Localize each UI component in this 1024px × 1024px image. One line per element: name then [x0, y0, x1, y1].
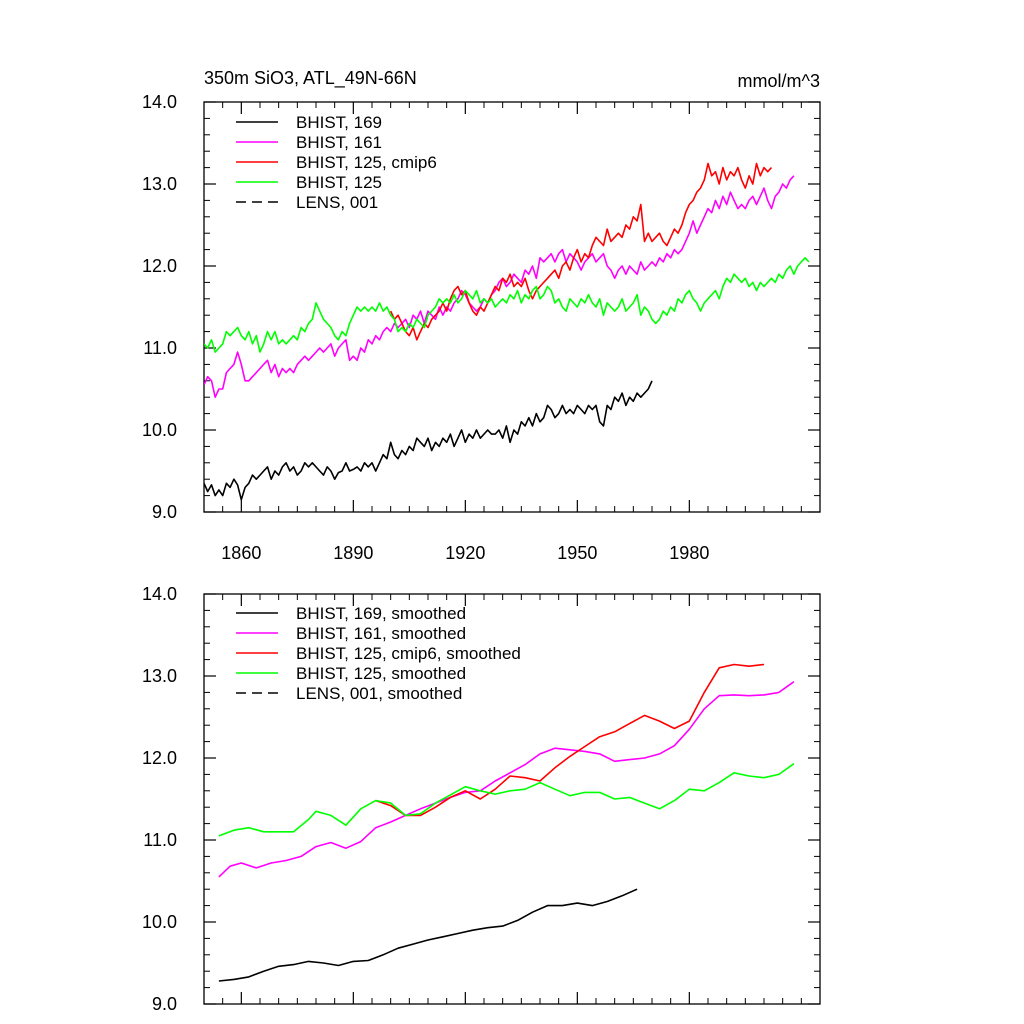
y-tick-label: 14.0 — [142, 92, 177, 112]
bottom-panel: 9.0 10.0 11.0 12.0 13.0 14.0 BHIST, 169, smoot… — [142, 584, 821, 1014]
legend-label: BHIST, 125, smoothed — [296, 664, 466, 683]
y-tick-label: 10.0 — [142, 912, 177, 932]
series-line-bhist-125-cmip6 — [389, 162, 773, 341]
chart-title: 350m SiO3, ATL_49N-66N — [204, 68, 417, 89]
plot-frame — [203, 593, 821, 1005]
y-tick-label: 12.0 — [142, 748, 177, 768]
legend-label: BHIST, 169, smoothed — [296, 604, 466, 623]
legend-label: LENS, 001, smoothed — [296, 684, 462, 703]
units-label: mmol/m^3 — [738, 71, 820, 91]
x-tick-label: 1950 — [557, 543, 597, 563]
series-line-bhist-125 — [204, 257, 810, 353]
x-tick-label: 1920 — [445, 543, 485, 563]
x-tick-label: 1890 — [333, 543, 373, 563]
y-tick-label: 9.0 — [152, 502, 177, 522]
legend-label: BHIST, 161, smoothed — [296, 624, 466, 643]
y-tick-label: 13.0 — [142, 666, 177, 686]
series-group — [218, 663, 795, 982]
series-line-bhist-161-smoothed — [218, 681, 795, 878]
y-tick-label: 10.0 — [142, 420, 177, 440]
series-line-bhist-169 — [204, 380, 653, 501]
legend-label: LENS, 001 — [296, 193, 378, 212]
y-tick-label: 11.0 — [143, 338, 177, 358]
legend-label: BHIST, 161 — [296, 133, 382, 152]
plot-frame — [203, 101, 821, 513]
top-panel: 1860 1890 1920 1950 1980 9.0 10.0 11.0 12.0 13.0 1… — [142, 92, 821, 563]
series-line-bhist-125-smoothed — [218, 763, 795, 837]
y-tick-label: 11.0 — [143, 830, 177, 850]
series-line-bhist-125-cmip6-smoothed — [375, 663, 765, 817]
y-tick-label: 12.0 — [142, 256, 177, 276]
series-line-bhist-169-smoothed — [218, 888, 638, 982]
legend-label: BHIST, 125, cmip6, smoothed — [296, 644, 521, 663]
x-tick-label: 1980 — [669, 543, 709, 563]
legend-label: BHIST, 169 — [296, 113, 382, 132]
x-tick-label: 1860 — [221, 543, 261, 563]
series-group — [204, 162, 810, 501]
y-tick-label: 13.0 — [142, 174, 177, 194]
series-line-bhist-161 — [204, 175, 795, 398]
y-tick-label: 14.0 — [142, 584, 177, 604]
y-tick-label: 9.0 — [152, 994, 177, 1014]
legend-label: BHIST, 125 — [296, 173, 382, 192]
legend-label: BHIST, 125, cmip6 — [296, 153, 437, 172]
